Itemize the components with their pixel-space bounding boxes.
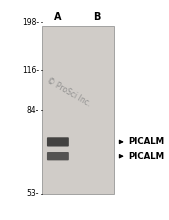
Text: B: B [93, 12, 101, 22]
FancyBboxPatch shape [47, 152, 69, 160]
Text: 116-: 116- [22, 66, 39, 75]
Text: 53-: 53- [27, 189, 39, 198]
Text: © ProSci Inc.: © ProSci Inc. [45, 76, 92, 109]
FancyBboxPatch shape [47, 137, 69, 147]
Text: 84-: 84- [27, 106, 39, 114]
Text: 198-: 198- [22, 18, 39, 26]
Text: PICALM: PICALM [128, 138, 164, 146]
Text: A: A [54, 12, 62, 22]
Bar [42, 26, 114, 194]
Text: PICALM: PICALM [128, 152, 164, 161]
